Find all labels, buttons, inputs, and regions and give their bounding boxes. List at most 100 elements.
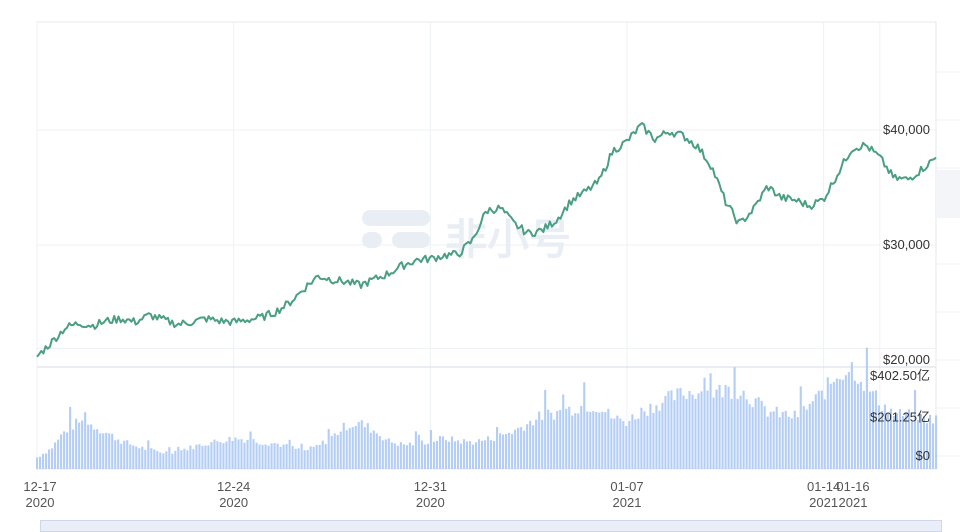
- volume-bar: [520, 427, 523, 469]
- volume-bar: [670, 390, 673, 469]
- volume-bar: [823, 399, 826, 469]
- volume-bar: [285, 444, 288, 469]
- volume-bar: [742, 390, 745, 469]
- volume-bar: [243, 442, 246, 469]
- volume-bar: [381, 440, 384, 469]
- volume-bar: [817, 390, 820, 469]
- volume-bar: [237, 439, 240, 469]
- volume-bar: [108, 433, 111, 469]
- volume-bar: [901, 416, 905, 469]
- x-tick-year: 2020: [219, 495, 248, 510]
- volume-bar: [348, 428, 351, 469]
- volume-bar: [480, 440, 484, 469]
- volume-bar: [387, 438, 390, 469]
- volume-bar: [871, 391, 874, 469]
- x-tick-label: 01-16: [836, 479, 869, 494]
- volume-bar: [724, 384, 727, 469]
- volume-bar: [625, 425, 628, 469]
- volume-bar: [697, 393, 700, 469]
- volume-bar: [898, 409, 902, 469]
- volume-bar: [438, 436, 441, 469]
- volume-bar: [270, 443, 273, 469]
- volume-bar: [48, 449, 51, 469]
- volume-bar: [372, 430, 375, 469]
- volume-bar: [342, 422, 345, 469]
- volume-bar: [820, 390, 823, 469]
- volume-bar: [309, 446, 312, 469]
- volume-bar: [417, 434, 420, 469]
- volume-bar: [312, 446, 315, 469]
- volume-bar: [715, 389, 718, 469]
- volume-bar: [607, 408, 610, 469]
- volume-bar: [267, 445, 270, 469]
- volume-bar: [577, 413, 580, 469]
- volume-bar: [177, 446, 180, 469]
- volume-bar: [604, 412, 607, 469]
- volume-bar: [465, 441, 469, 469]
- watermark-text: 非小号: [445, 215, 571, 264]
- volume-bar: [426, 443, 429, 469]
- volume-bar: [456, 440, 460, 469]
- volume-bar: [429, 430, 432, 469]
- volume-bar: [889, 408, 892, 469]
- volume-bar: [354, 425, 357, 469]
- volume-bar: [51, 448, 54, 469]
- volume-bar: [318, 444, 321, 469]
- volume-bar: [814, 394, 817, 469]
- volume-bar: [928, 414, 932, 469]
- volume-bar: [529, 420, 532, 469]
- volume-bar: [649, 403, 652, 469]
- volume-bar: [183, 448, 186, 469]
- volume-bar: [453, 441, 457, 469]
- x-tick-year: 2021: [613, 495, 642, 510]
- volume-bar: [706, 390, 709, 469]
- volume-bar: [691, 394, 694, 469]
- volume-bar: [189, 445, 192, 469]
- watermark: 非小号: [362, 210, 571, 264]
- volume-bar: [300, 443, 303, 469]
- volume-bar: [414, 431, 417, 469]
- volume-bar: [90, 424, 93, 469]
- volume-bar: [760, 400, 763, 469]
- volume-bar: [559, 409, 562, 469]
- volume-bar: [847, 372, 850, 469]
- volume-bar: [526, 424, 529, 469]
- volume-bar: [432, 441, 435, 469]
- volume-bar: [562, 394, 565, 469]
- volume-bar: [592, 411, 595, 469]
- volume-bar: [499, 433, 502, 469]
- volume-bar: [664, 395, 667, 469]
- volume-bar: [598, 412, 601, 469]
- x-tick-label: 01-07: [610, 479, 643, 494]
- volume-bar: [228, 436, 231, 469]
- volume-bar: [745, 399, 748, 469]
- volume-bar: [378, 436, 381, 469]
- volume-bar: [748, 404, 751, 469]
- volume-bar: [366, 423, 369, 469]
- volume-bar: [511, 433, 514, 469]
- range-navigator[interactable]: [40, 520, 942, 532]
- volume-bar: [42, 453, 45, 469]
- volume-bar: [315, 445, 318, 469]
- volume-bar: [156, 451, 159, 469]
- volume-bar: [508, 432, 511, 469]
- volume-bar: [198, 444, 201, 469]
- volume-bar: [252, 439, 255, 469]
- volume-bar: [904, 412, 908, 469]
- volume-bar: [892, 415, 896, 469]
- volume-bar: [138, 448, 141, 469]
- volume-bar: [96, 429, 99, 469]
- volume-bar: [523, 430, 526, 469]
- volume-bar: [802, 406, 805, 469]
- volume-bar: [420, 440, 423, 469]
- volume-bar: [54, 442, 57, 469]
- volume-bar: [483, 440, 487, 469]
- volume-bar: [303, 450, 306, 469]
- volume-bar: [502, 434, 505, 469]
- volume-bar: [255, 442, 258, 469]
- volume-bar: [396, 445, 399, 469]
- volume-bar: [174, 450, 177, 469]
- volume-bar: [643, 411, 646, 469]
- volume-bar: [459, 443, 463, 469]
- volume-bar: [772, 411, 775, 469]
